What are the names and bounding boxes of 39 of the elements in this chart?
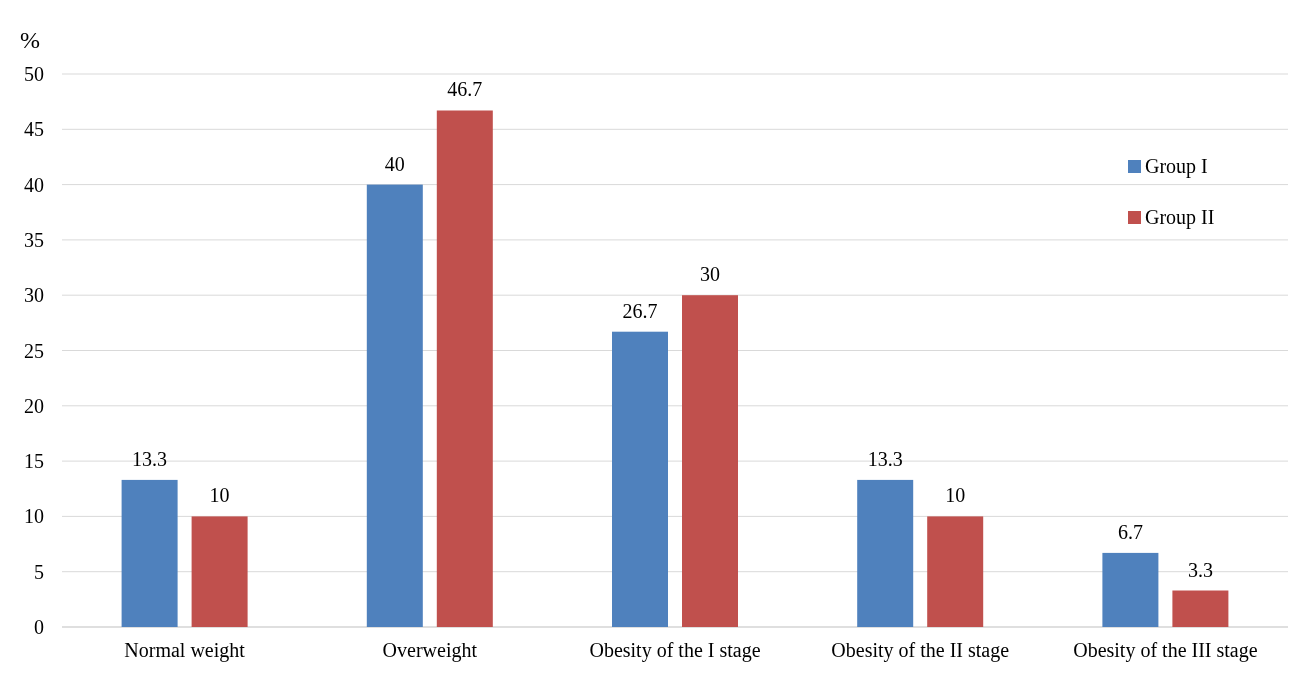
- y-tick-label: 15: [24, 450, 44, 473]
- data-label: 46.7: [447, 78, 483, 101]
- x-tick-label: Obesity of the III stage: [1073, 639, 1258, 662]
- bar: [366, 184, 423, 627]
- data-label: 10: [945, 484, 966, 507]
- y-tick-label: 35: [24, 228, 44, 251]
- y-tick-label: 40: [24, 173, 44, 196]
- bar: [121, 479, 178, 627]
- y-tick-label: 20: [24, 394, 44, 417]
- bar: [436, 110, 493, 627]
- x-tick-label: Normal weight: [124, 639, 246, 662]
- data-label: 13.3: [867, 447, 903, 470]
- data-label: 40: [384, 152, 405, 175]
- legend-label: Group I: [1145, 155, 1208, 178]
- y-tick-label: 0: [34, 616, 44, 638]
- bar: [1172, 590, 1229, 627]
- data-label: 10: [209, 484, 230, 507]
- y-tick-label: 30: [24, 284, 44, 307]
- x-tick-label: Overweight: [382, 639, 478, 662]
- bar: [857, 479, 914, 627]
- x-tick-label: Obesity of the II stage: [831, 639, 1010, 662]
- y-tick-label: 50: [24, 63, 44, 85]
- bar: [682, 295, 738, 627]
- data-label: 30: [700, 263, 720, 286]
- bar: [612, 331, 668, 627]
- data-label: 13.3: [132, 447, 168, 470]
- y-tick-label: 25: [24, 339, 44, 362]
- data-label: 26.7: [622, 299, 658, 322]
- x-tick-label: Obesity of the I stage: [589, 639, 761, 662]
- bar: [1102, 552, 1159, 627]
- data-label: 3.3: [1187, 558, 1213, 581]
- y-tick-label: 10: [24, 505, 44, 528]
- y-tick-label: 45: [24, 118, 44, 141]
- data-label: 6.7: [1117, 520, 1143, 543]
- bar: [191, 516, 248, 627]
- y-tick-label: 5: [34, 560, 44, 583]
- bar: [927, 516, 984, 627]
- legend-label: Group II: [1145, 206, 1215, 229]
- y-axis-title: %: [20, 27, 40, 53]
